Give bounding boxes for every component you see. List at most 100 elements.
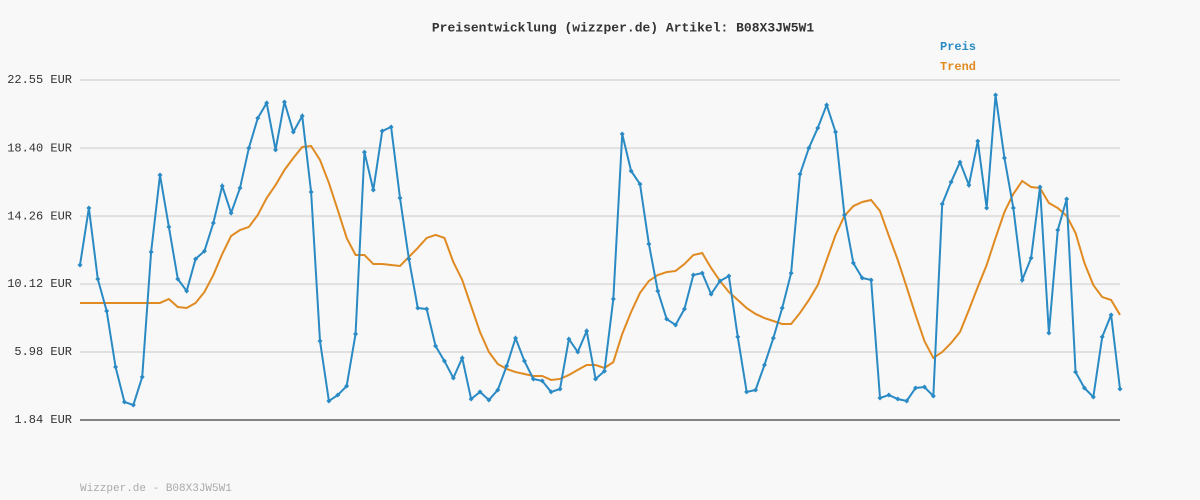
data-point (539, 378, 545, 384)
data-point (735, 334, 741, 340)
data-point (1099, 334, 1105, 340)
data-point (1019, 277, 1025, 283)
data-point (95, 276, 101, 282)
data-point (113, 364, 119, 370)
data-point (397, 195, 403, 201)
data-point (406, 256, 412, 262)
data-point (673, 322, 679, 328)
data-point (984, 205, 990, 211)
legend-entry: Trend (940, 60, 976, 74)
data-point (361, 149, 367, 155)
data-point (557, 386, 563, 392)
data-point (681, 306, 687, 312)
data-point (824, 102, 830, 108)
data-point (717, 278, 723, 284)
data-point (939, 201, 945, 207)
data-point (1108, 312, 1114, 318)
y-tick-label: 18.40 EUR (7, 141, 72, 155)
data-point (850, 260, 856, 266)
data-point (1010, 205, 1016, 211)
data-point (993, 92, 999, 98)
y-tick-label: 10.12 EUR (7, 277, 72, 291)
data-point (370, 187, 376, 193)
data-point (975, 138, 981, 144)
data-point (841, 212, 847, 218)
data-point (575, 349, 581, 355)
data-point (761, 362, 767, 368)
data-point (664, 316, 670, 322)
data-point (513, 335, 519, 341)
data-point (459, 355, 465, 361)
data-point (273, 147, 279, 153)
data-point (1046, 330, 1052, 336)
data-point (86, 205, 92, 211)
data-point (228, 210, 234, 216)
data-point (477, 389, 483, 395)
series-line (80, 144, 1121, 381)
data-point (353, 331, 359, 337)
series-line (79, 94, 1121, 407)
data-point (308, 189, 314, 195)
data-point (957, 159, 963, 165)
data-point (379, 128, 385, 134)
data-point (450, 375, 456, 381)
chart-title: Preisentwicklung (wizzper.de) Artikel: B… (432, 20, 814, 35)
data-point (157, 172, 163, 178)
data-point (690, 272, 696, 278)
data-point (77, 262, 83, 268)
data-point (424, 306, 430, 312)
data-point (566, 336, 572, 342)
data-point (913, 385, 919, 391)
data-point (646, 241, 652, 247)
data-point (193, 256, 199, 262)
data-point (806, 145, 812, 151)
data-point (246, 145, 252, 151)
data-point (1081, 385, 1087, 391)
data-point (264, 100, 270, 106)
data-point (628, 168, 634, 174)
data-point (237, 185, 243, 191)
data-point (797, 171, 803, 177)
data-point (930, 393, 936, 399)
data-point (148, 249, 154, 255)
y-tick-label: 1.84 EUR (14, 413, 72, 427)
data-point (344, 383, 350, 389)
data-point (886, 392, 892, 398)
data-point (708, 291, 714, 297)
data-point (104, 308, 110, 314)
data-point (779, 305, 785, 311)
data-point (593, 376, 599, 382)
data-point (833, 129, 839, 135)
data-point (610, 296, 616, 302)
y-tick-label: 14.26 EUR (7, 209, 72, 223)
data-point (966, 182, 972, 188)
data-point (521, 358, 527, 364)
data-point (121, 399, 127, 405)
data-point (1055, 227, 1061, 233)
data-point (530, 376, 536, 382)
data-point (219, 183, 225, 189)
data-point (548, 389, 554, 395)
data-point (326, 398, 332, 404)
data-point (601, 368, 607, 374)
data-point (441, 358, 447, 364)
data-point (210, 220, 216, 226)
data-point (744, 389, 750, 395)
data-point (1073, 369, 1079, 375)
data-point (290, 129, 296, 135)
data-point (877, 395, 883, 401)
data-point (753, 387, 759, 393)
data-point (1090, 394, 1096, 400)
data-point (921, 384, 927, 390)
data-point (895, 396, 901, 402)
data-point (726, 273, 732, 279)
data-point (130, 402, 136, 408)
footer: Wizzper.de - B08X3JW5W1 (80, 483, 232, 495)
data-point (486, 397, 492, 403)
data-point (1037, 184, 1043, 190)
data-point (1117, 386, 1123, 392)
data-point (904, 398, 910, 404)
data-point (255, 115, 261, 121)
